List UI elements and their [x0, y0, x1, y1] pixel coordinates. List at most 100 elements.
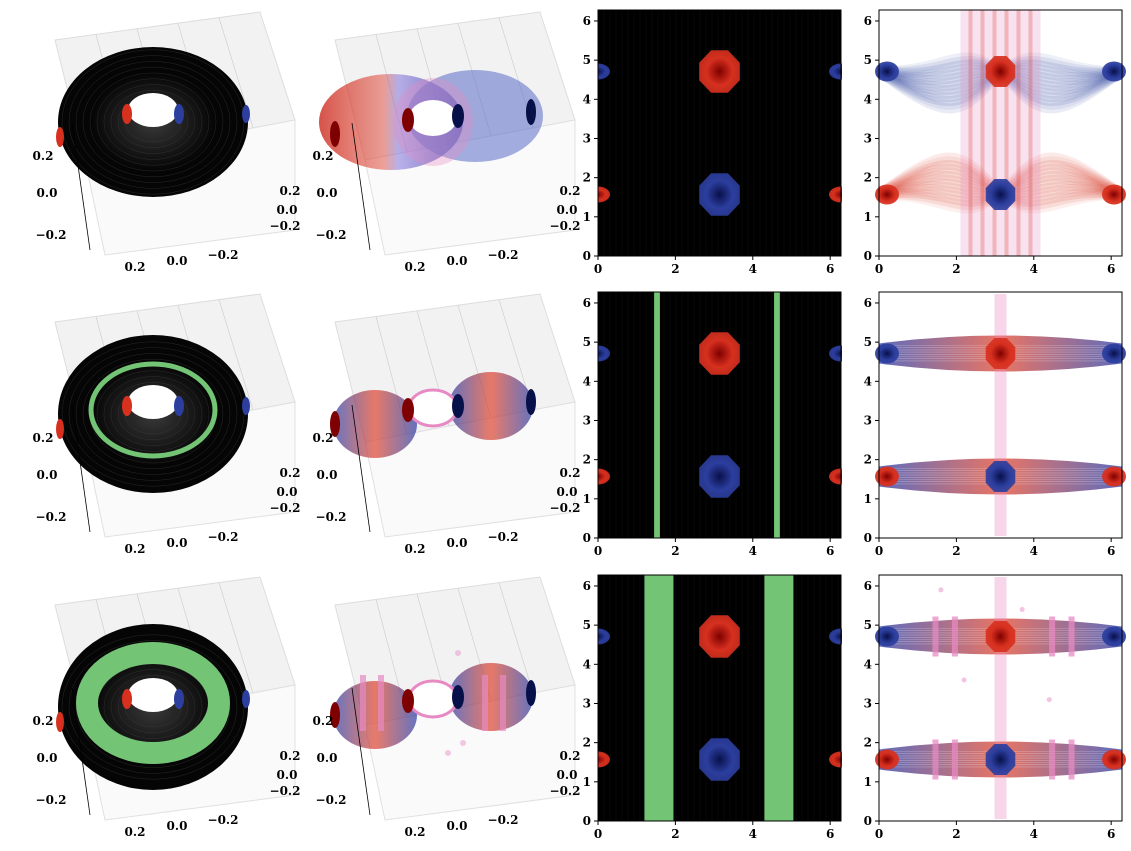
y-tick-label: 0.0: [277, 203, 298, 217]
mesh-line: [89, 72, 217, 172]
y-tick-label: 0.2: [560, 749, 581, 763]
x-tick-label: 4: [749, 544, 757, 558]
x-tick-label: 4: [1030, 262, 1038, 276]
red-blob: [699, 332, 740, 375]
scatter-panel: 0 2 4 6 0 1 2 3 4 5 6: [864, 291, 1126, 558]
x-tick-label: 2: [671, 544, 679, 558]
y-tick-label: 1: [864, 492, 872, 506]
blue-spot: [526, 680, 536, 706]
z-axis-line: [71, 122, 91, 251]
y-tick-label: 6: [864, 14, 872, 28]
blue-flux-lobe: [407, 70, 543, 162]
y-tick-label: −0.2: [270, 219, 301, 233]
pink-stripe: [951, 739, 958, 780]
x-tick-label: 0: [594, 262, 602, 276]
blue-trajectory: [997, 67, 1125, 103]
x-tick-label: 6: [1107, 827, 1115, 841]
y-tick-label: 3: [864, 131, 872, 145]
red-trajectory: [997, 163, 1125, 199]
mesh-line: [68, 640, 238, 774]
x-tick-label: 2: [952, 262, 960, 276]
z-tick-label: −0.2: [36, 793, 67, 807]
y-tick-label: 1: [864, 210, 872, 224]
stray-point: [445, 750, 451, 756]
blue-trajectory: [997, 67, 1125, 107]
y-tick-label: 3: [583, 696, 591, 710]
y-tick-label: 0.2: [280, 466, 301, 480]
x-tick-label: 4: [749, 262, 757, 276]
y-tick-label: 2: [583, 171, 591, 185]
axes-frame: [878, 9, 1123, 257]
y-tick-label: 2: [864, 171, 872, 185]
red-spot: [402, 689, 414, 713]
red-blob: [985, 338, 1016, 369]
right-mask: [842, 573, 856, 823]
red-spot: [330, 702, 340, 728]
flux-surface-panel: 0.2 0.0 −0.2 0.2 0.0 −0.2 0.2 0.0 −0.2: [313, 293, 580, 556]
z-tick-label: 0.0: [317, 186, 338, 200]
blue-blob: [985, 461, 1016, 492]
stray-point: [455, 650, 461, 656]
red-blob: [699, 615, 740, 658]
y-tick-label: 5: [583, 618, 591, 632]
y-tick-label: 5: [864, 335, 872, 349]
x-tick-label: 0.0: [167, 254, 188, 268]
x-tick-label: 0.2: [405, 825, 426, 839]
blue-blob: [699, 738, 740, 781]
y-tick-label: 0.0: [277, 485, 298, 499]
y-tick-label: −0.2: [270, 501, 301, 515]
mesh-line: [61, 634, 245, 780]
red-spot: [122, 396, 132, 416]
z-tick-label: 0.0: [37, 468, 58, 482]
y-tick-label: 5: [864, 53, 872, 67]
pink-column: [994, 577, 1007, 819]
y-tick-label: 0.0: [277, 768, 298, 782]
y-tick-label: 0.2: [560, 184, 581, 198]
red-trajectory: [996, 152, 1125, 199]
blue-edge-blob: [1102, 343, 1126, 364]
blue-blob: [985, 744, 1016, 775]
z-tick-label: −0.2: [316, 228, 347, 242]
pink-stripe: [360, 675, 366, 731]
y-tick-label: −0.2: [270, 784, 301, 798]
z-tick-label: 0.2: [33, 149, 54, 163]
axes-frame: [597, 574, 842, 822]
x-tick-label: 0.0: [167, 536, 188, 550]
z-axis-line: [351, 687, 371, 816]
x-tick-label: 0: [875, 544, 883, 558]
y-tick-label: 6: [583, 296, 591, 310]
z-tick-label: 0.0: [317, 751, 338, 765]
y-tick-label: 0.0: [557, 768, 578, 782]
z-axis-line: [351, 404, 371, 533]
y-tick-label: 3: [583, 131, 591, 145]
x-tick-label: 6: [1107, 544, 1115, 558]
blue-spot: [452, 685, 464, 709]
z-tick-label: −0.2: [316, 510, 347, 524]
pink-stripe: [378, 675, 384, 731]
y-tick-label: 1: [864, 775, 872, 789]
red-spot: [330, 411, 340, 437]
y-tick-label: 5: [583, 53, 591, 67]
z-axis-line: [71, 687, 91, 816]
x-tick-label: 0: [875, 827, 883, 841]
z-tick-label: 0.2: [313, 714, 334, 728]
torus-hole: [128, 93, 178, 127]
flux-surface-panel: 0.2 0.0 −0.2 0.2 0.0 −0.2 0.2 0.0 −0.2: [313, 11, 581, 274]
red-edge-blob: [1102, 466, 1126, 487]
left-mask: [584, 573, 598, 823]
mesh-line: [61, 341, 245, 487]
blue-edge-blob: [1102, 626, 1126, 647]
axes-frame: [878, 574, 1123, 822]
x-tick-label: 6: [826, 827, 834, 841]
z-axis-line: [71, 404, 91, 533]
y-tick-label: 5: [864, 618, 872, 632]
blue-trajectory: [996, 67, 1125, 114]
scatter-panel: 0 2 4 6 0 1 2 3 4 5 6: [864, 574, 1126, 841]
torus-hole: [409, 100, 457, 136]
x-tick-label: 0.2: [125, 260, 146, 274]
mesh-line: [75, 61, 231, 183]
z-tick-label: 0.0: [317, 468, 338, 482]
y-tick-label: 4: [583, 657, 591, 671]
stray-point: [1019, 606, 1025, 612]
blue-edge-blob: [875, 343, 899, 364]
